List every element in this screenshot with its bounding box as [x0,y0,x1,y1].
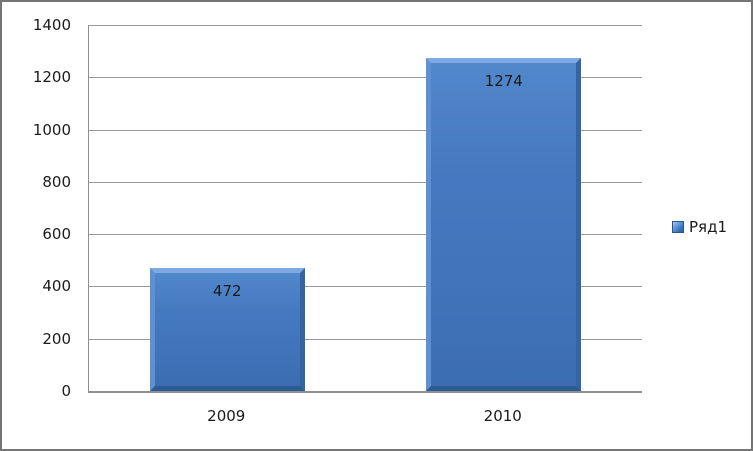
bar-value-label-2009: 472 [212,281,242,300]
gridline-y-200 [89,338,642,340]
gridline-y-600 [89,234,642,236]
y-tick-label-800: 800 [42,172,71,191]
legend-series-marker-icon [672,221,684,233]
plot-area: 472 1274 [88,25,642,393]
x-axis-category-labels: 2009 2010 [88,407,641,429]
x-category-label-2010: 2010 [483,407,522,425]
bar-2009[interactable]: 472 [149,267,305,391]
gridline-y-1200 [89,77,642,79]
y-tick-label-1000: 1000 [32,120,71,139]
y-tick-label-600: 600 [42,225,71,244]
x-category-label-2009: 2009 [207,407,246,425]
gridline-y-1000 [89,129,642,131]
gridline-y-400 [89,286,642,288]
gridline-y-800 [89,181,642,183]
bar-2010[interactable]: 1274 [426,57,582,391]
y-tick-label-200: 200 [42,329,71,348]
legend: Ряд1 [672,218,727,236]
y-tick-label-400: 400 [42,277,71,296]
y-axis-tick-labels: 0 200 400 600 800 1000 1200 1400 [2,2,80,449]
y-tick-label-1400: 1400 [32,16,71,34]
y-tick-label-0: 0 [61,382,71,400]
y-tick-label-1200: 1200 [32,68,71,87]
bar-value-label-2010: 1274 [484,71,523,90]
legend-series-label: Ряд1 [689,218,727,236]
gridline-y-1400 [89,25,642,26]
